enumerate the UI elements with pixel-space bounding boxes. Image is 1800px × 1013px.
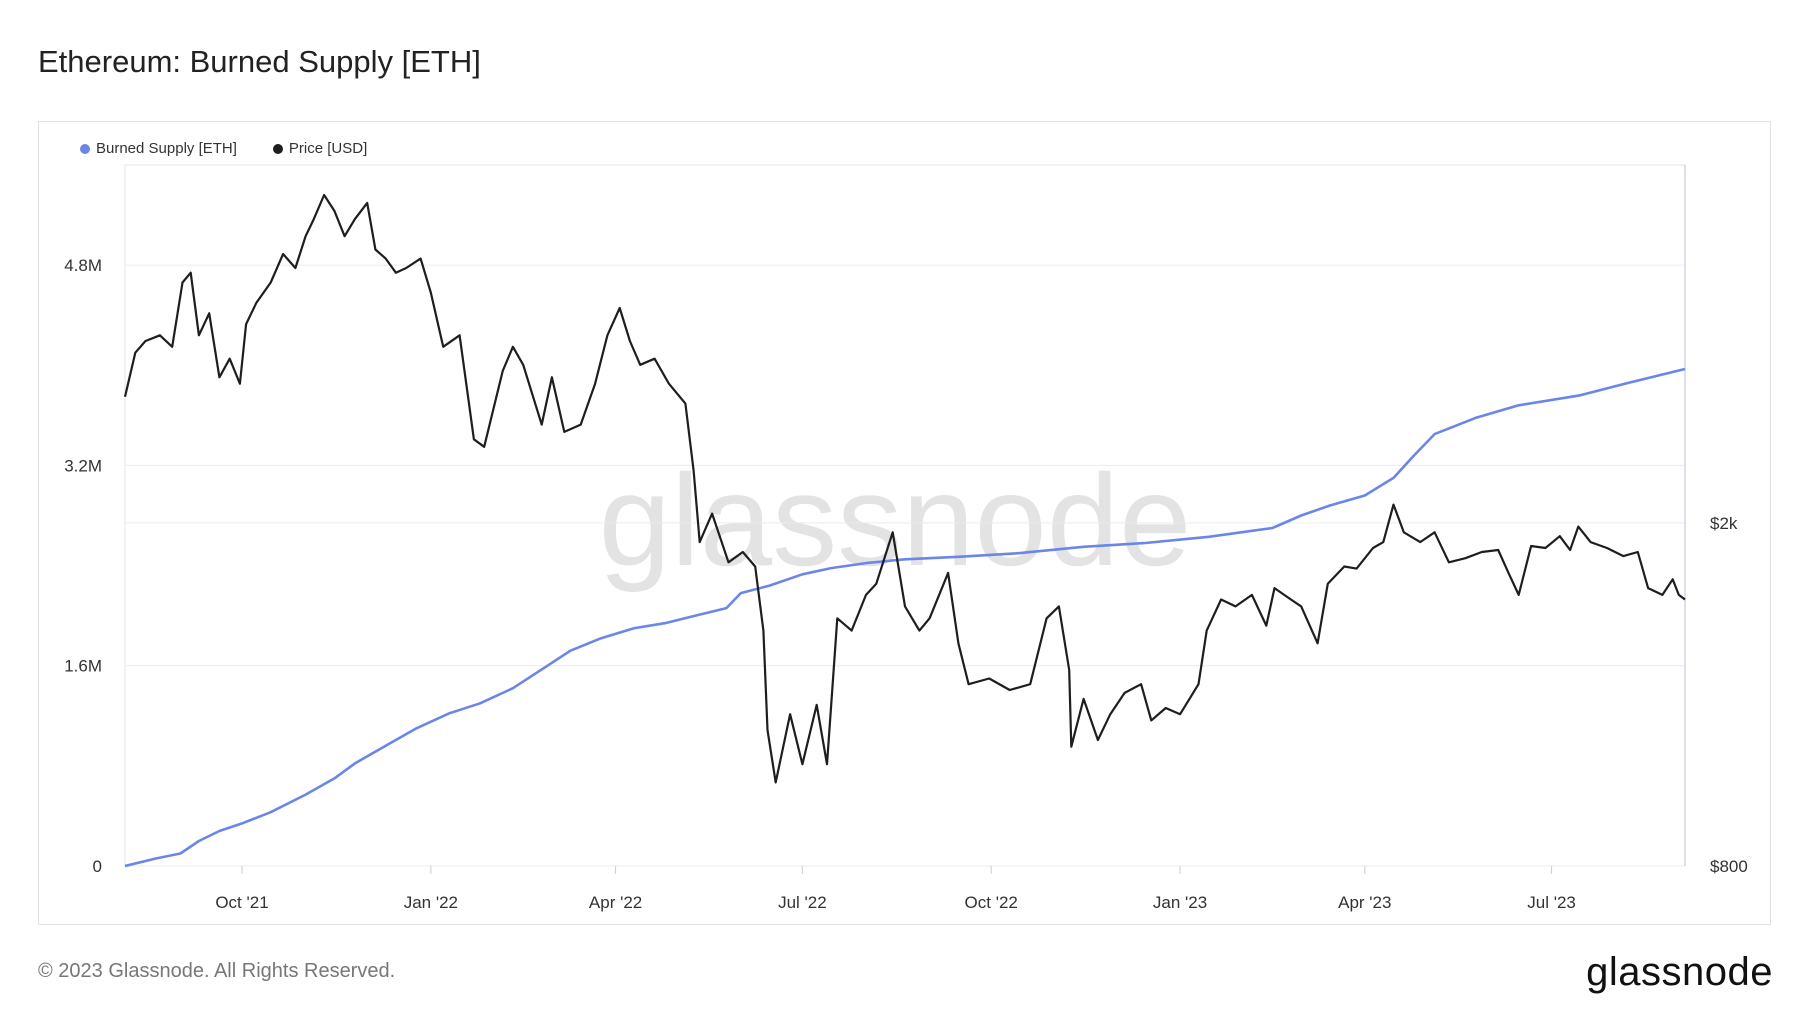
x-tick-label: Jan '22 [404,893,458,912]
y-left-tick-label: 0 [93,857,102,876]
chart-legend: Burned Supply [ETH] Price [USD] [80,140,367,157]
y-left-tick-label: 1.6M [64,657,102,676]
glassnode-logo: glassnode [1586,950,1773,994]
legend-label-price: Price [USD] [288,140,368,157]
x-tick-label: Apr '23 [1338,893,1391,912]
series-line-burned-supply [124,367,1686,868]
x-tick-label: Jul '22 [778,893,827,912]
y-right-tick-label: $800 [1710,857,1748,876]
y-right-tick-label: $2k [1710,514,1738,533]
x-tick-label: Apr '22 [589,893,642,912]
series-line-price [123,193,1686,784]
x-tick-label: Oct '22 [965,893,1018,912]
legend-item-price[interactable]: Price [USD] [272,140,368,157]
legend-dot-price [272,143,283,154]
y-left-tick-label: 3.2M [64,456,102,475]
legend-label-burned-supply: Burned Supply [ETH] [96,140,237,157]
chart-title: Ethereum: Burned Supply [ETH] [38,44,481,79]
x-tick-label: Oct '21 [215,893,268,912]
watermark: glassnode [599,447,1192,593]
x-tick-label: Jan '23 [1153,893,1207,912]
copyright-text: © 2023 Glassnode. All Rights Reserved. [38,960,396,982]
y-left-tick-label: 4.8M [64,256,102,275]
x-tick-label: Jul '23 [1527,893,1576,912]
legend-item-burned-supply[interactable]: Burned Supply [ETH] [80,140,237,157]
legend-dot-burned-supply [80,143,90,154]
chart-panel [38,121,1771,925]
